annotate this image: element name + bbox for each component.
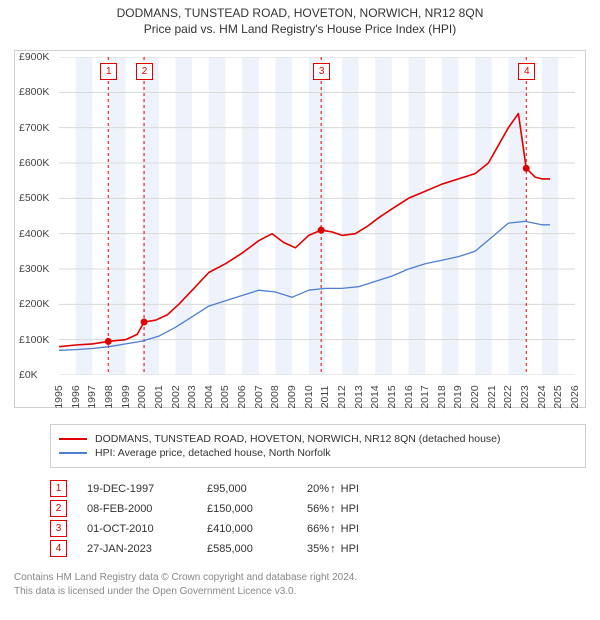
tx-pct-vs-hpi: 66% ↑ HPI xyxy=(307,523,407,535)
x-tick-label: 2006 xyxy=(236,385,248,408)
x-tick-label: 2019 xyxy=(452,385,464,408)
x-tick-label: 2005 xyxy=(219,385,231,408)
x-tick-label: 2010 xyxy=(303,385,315,408)
x-tick-label: 2012 xyxy=(336,385,348,408)
tx-price: £95,000 xyxy=(207,483,307,495)
legend-item: DODMANS, TUNSTEAD ROAD, HOVETON, NORWICH… xyxy=(59,433,577,445)
x-tick-label: 2020 xyxy=(469,385,481,408)
x-tick-label: 2004 xyxy=(203,385,215,408)
up-arrow-icon: ↑ xyxy=(327,543,339,555)
y-tick-label: £100K xyxy=(19,334,49,346)
x-tick-label: 2026 xyxy=(569,385,581,408)
x-tick-label: 1999 xyxy=(120,385,132,408)
tx-index: 3 xyxy=(50,520,67,537)
legend-swatch xyxy=(59,438,87,440)
chart-marker-3: 3 xyxy=(313,63,330,80)
tx-date: 19-DEC-1997 xyxy=(87,483,207,495)
y-tick-label: £0K xyxy=(19,369,38,381)
x-tick-label: 1996 xyxy=(70,385,82,408)
x-tick-label: 2011 xyxy=(319,386,331,409)
x-tick-label: 2009 xyxy=(286,385,298,408)
tx-index: 4 xyxy=(50,540,67,557)
y-tick-label: £900K xyxy=(19,51,49,63)
chart-marker-4: 4 xyxy=(518,63,535,80)
y-tick-label: £600K xyxy=(19,157,49,169)
x-tick-label: 2000 xyxy=(136,385,148,408)
tx-date: 08-FEB-2000 xyxy=(87,503,207,515)
y-tick-label: £500K xyxy=(19,192,49,204)
x-tick-label: 2017 xyxy=(419,385,431,408)
table-row: 4 27-JAN-2023£585,00035% ↑ HPI xyxy=(50,540,586,557)
tx-pct-vs-hpi: 35% ↑ HPI xyxy=(307,543,407,555)
legend-label: HPI: Average price, detached house, Nort… xyxy=(95,447,331,459)
table-row: 2 08-FEB-2000£150,00056% ↑ HPI xyxy=(50,500,586,517)
table-row: 3 01-OCT-2010£410,00066% ↑ HPI xyxy=(50,520,586,537)
x-tick-label: 2016 xyxy=(403,385,415,408)
x-tick-label: 2003 xyxy=(186,385,198,408)
tx-index: 1 xyxy=(50,480,67,497)
x-tick-label: 1995 xyxy=(53,385,65,408)
table-row: 1 19-DEC-1997£95,00020% ↑ HPI xyxy=(50,480,586,497)
page-title: DODMANS, TUNSTEAD ROAD, HOVETON, NORWICH… xyxy=(0,6,600,20)
tx-index: 2 xyxy=(50,500,67,517)
chart-marker-1: 1 xyxy=(100,63,117,80)
x-tick-label: 2001 xyxy=(153,385,165,408)
x-tick-label: 2022 xyxy=(502,385,514,408)
x-tick-label: 2008 xyxy=(269,385,281,408)
x-tick-label: 2015 xyxy=(386,385,398,408)
x-tick-label: 2025 xyxy=(552,385,564,408)
price-chart: £0K £100K £200K £300K £400K £500K £600K £700K £8… xyxy=(14,50,586,408)
tx-pct-vs-hpi: 20% ↑ HPI xyxy=(307,483,407,495)
tx-date: 01-OCT-2010 xyxy=(87,523,207,535)
up-arrow-icon: ↑ xyxy=(327,503,339,515)
legend-item: HPI: Average price, detached house, Nort… xyxy=(59,447,577,459)
page-subtitle: Price paid vs. HM Land Registry's House … xyxy=(0,22,600,36)
x-tick-label: 2024 xyxy=(536,385,548,408)
y-tick-label: £200K xyxy=(19,298,49,310)
x-tick-label: 1998 xyxy=(103,385,115,408)
y-tick-label: £700K xyxy=(19,122,49,134)
legend-label: DODMANS, TUNSTEAD ROAD, HOVETON, NORWICH… xyxy=(95,433,501,445)
tx-price: £410,000 xyxy=(207,523,307,535)
footer-line: Contains HM Land Registry data © Crown c… xyxy=(14,571,586,585)
y-tick-label: £300K xyxy=(19,263,49,275)
transaction-table: 1 19-DEC-1997£95,00020% ↑ HPI 2 08-FEB-2000… xyxy=(50,480,586,557)
x-tick-label: 2014 xyxy=(369,385,381,408)
x-tick-label: 2007 xyxy=(253,385,265,408)
y-tick-label: £800K xyxy=(19,86,49,98)
x-tick-label: 2013 xyxy=(353,385,365,408)
tx-date: 27-JAN-2023 xyxy=(87,543,207,555)
tx-price: £585,000 xyxy=(207,543,307,555)
legend: DODMANS, TUNSTEAD ROAD, HOVETON, NORWICH… xyxy=(50,424,586,468)
tx-pct-vs-hpi: 56% ↑ HPI xyxy=(307,503,407,515)
x-tick-label: 2018 xyxy=(436,385,448,408)
tx-price: £150,000 xyxy=(207,503,307,515)
y-tick-label: £400K xyxy=(19,228,49,240)
x-tick-label: 1997 xyxy=(86,385,98,408)
x-tick-label: 2023 xyxy=(519,385,531,408)
x-tick-label: 2021 xyxy=(486,385,498,408)
legend-swatch xyxy=(59,452,87,454)
footer-line: This data is licensed under the Open Gov… xyxy=(14,585,586,599)
footer-attribution: Contains HM Land Registry data © Crown c… xyxy=(14,571,586,598)
x-tick-label: 2002 xyxy=(170,385,182,408)
chart-marker-2: 2 xyxy=(136,63,153,80)
up-arrow-icon: ↑ xyxy=(327,523,339,535)
up-arrow-icon: ↑ xyxy=(327,483,339,495)
